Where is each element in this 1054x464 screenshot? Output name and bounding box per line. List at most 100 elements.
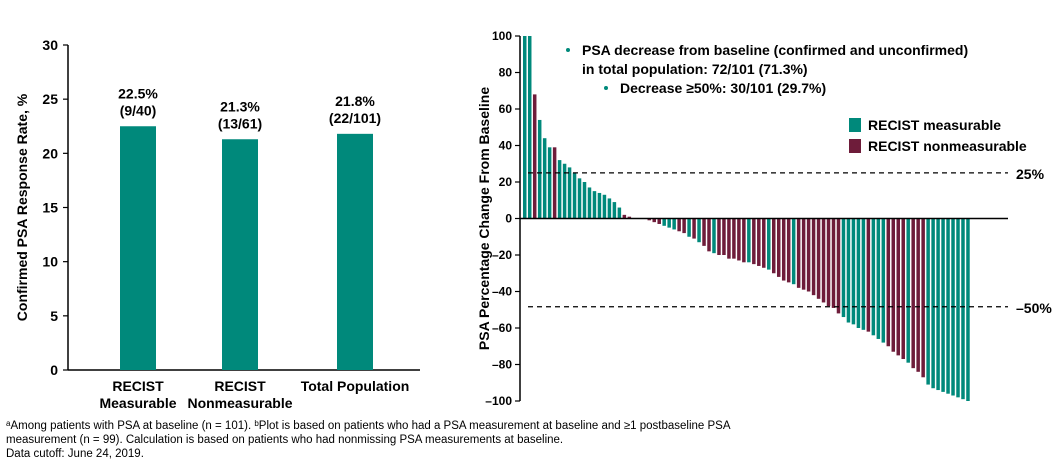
waterfall-bar: [627, 216, 632, 219]
right-y-tick-label: –40: [492, 285, 512, 299]
left-y-tick-label: 0: [50, 362, 58, 378]
waterfall-bar: [552, 147, 557, 219]
waterfall-bar: [732, 218, 736, 259]
waterfall-bar: [672, 218, 676, 230]
waterfall-bar: [796, 218, 801, 288]
category-label: Total Population: [301, 378, 410, 394]
waterfall-bar: [692, 218, 696, 239]
waterfall-bar: [966, 218, 970, 401]
waterfall-bar: [936, 218, 940, 391]
right-y-tick-label: –60: [492, 321, 512, 335]
waterfall-bar: [622, 214, 627, 219]
waterfall-bar: [931, 218, 935, 389]
waterfall-bar: [916, 218, 920, 372]
waterfall-bar: [946, 218, 950, 394]
category-label: RECIST: [112, 378, 164, 394]
bar-value-label: (22/101): [329, 110, 381, 126]
waterfall-bar: [781, 218, 786, 281]
waterfall-bar: [831, 218, 836, 308]
waterfall-bar: [851, 218, 856, 325]
waterfall-bar: [527, 36, 532, 219]
waterfall-bar: [523, 36, 527, 219]
response-rate-bar-chart: 0 5 10 15 20 25 30 Confirmed PSA Response Rate,…: [14, 37, 420, 411]
left-y-tick-label: 10: [42, 254, 58, 270]
right-y-axis-title: PSA Percentage Change From Baseline: [476, 87, 492, 350]
waterfall-bar: [617, 207, 622, 219]
response-rate-bar: [120, 126, 156, 370]
waterfall-bar: [592, 191, 597, 219]
right-y-tick-label: 100: [492, 29, 512, 43]
waterfall-bar: [816, 218, 821, 299]
category-label: Measurable: [99, 395, 176, 411]
waterfall-bar: [667, 218, 671, 228]
waterfall-bar: [767, 218, 771, 270]
waterfall-bar: [752, 218, 756, 265]
right-y-tick-label: 80: [499, 66, 513, 80]
category-label: Nonmeasurable: [187, 395, 292, 411]
waterfall-bar: [926, 218, 930, 385]
waterfall-bar: [826, 218, 831, 307]
bar-value-label: (13/61): [218, 115, 262, 131]
waterfall-bar: [697, 218, 701, 243]
legend-label: RECIST measurable: [868, 117, 1001, 133]
waterfall-bar: [841, 218, 846, 318]
waterfall-bar: [722, 218, 726, 255]
right-y-tick-label: –80: [492, 358, 512, 372]
waterfall-bar: [607, 198, 612, 219]
left-y-tick-label: 30: [42, 37, 58, 53]
waterfall-bar: [961, 218, 965, 400]
annotation-line-2: in total population: 72/101 (71.3%): [582, 61, 808, 77]
waterfall-bar: [806, 218, 811, 292]
waterfall-bar: [786, 218, 791, 283]
waterfall-bar: [876, 218, 881, 339]
bar-value-label: 21.8%: [335, 93, 375, 109]
waterfall-bar: [602, 194, 607, 219]
waterfall-bar: [657, 218, 661, 224]
waterfall-bar: [811, 218, 816, 296]
waterfall-bar: [846, 218, 851, 323]
left-y-tick-label: 20: [42, 145, 58, 161]
waterfall-bar: [557, 160, 562, 219]
waterfall-bar: [712, 218, 716, 254]
footnote-line-2: measurement (n = 99). Calculation is bas…: [6, 434, 564, 446]
waterfall-bar: [791, 218, 796, 285]
waterfall-bar: [836, 218, 841, 314]
right-y-tick-label: 40: [499, 139, 513, 153]
waterfall-bar: [687, 218, 691, 237]
waterfall-bar: [652, 218, 656, 223]
waterfall-bar: [707, 218, 711, 252]
waterfall-bar: [891, 218, 896, 352]
right-y-tick-label: 0: [505, 212, 512, 226]
waterfall-bar: [662, 218, 666, 226]
waterfall-bar: [567, 167, 572, 219]
footnote-b-text: Plot is based on patients who had a PSA …: [258, 420, 731, 432]
waterfall-bar: [717, 218, 721, 255]
right-y-tick-label: 60: [499, 102, 513, 116]
waterfall-bar: [647, 218, 651, 221]
footnote-a-text: Among patients with PSA at baseline (n =…: [10, 420, 255, 432]
annotation-line-1: PSA decrease from baseline (confirmed an…: [582, 42, 968, 58]
left-y-tick-label: 5: [50, 308, 58, 324]
legend-swatch: [849, 139, 861, 153]
waterfall-bar: [911, 218, 915, 369]
waterfall-bar: [747, 218, 751, 263]
footnote-line-1: aAmong patients with PSA at baseline (n …: [6, 420, 731, 433]
waterfall-bar: [762, 218, 766, 268]
response-rate-bar: [222, 139, 258, 370]
waterfall-bar: [682, 218, 686, 234]
legend-label: RECIST nonmeasurable: [868, 138, 1027, 154]
right-y-tick-label: 20: [499, 175, 513, 189]
waterfall-bar: [821, 218, 826, 303]
footnote-b-marker: b: [254, 419, 259, 428]
waterfall-bar: [941, 218, 945, 392]
left-y-tick-label: 15: [42, 200, 58, 216]
waterfall-bar: [562, 163, 567, 219]
waterfall-bar: [677, 218, 681, 232]
waterfall-bar: [896, 218, 900, 356]
reference-line-label: –50%: [1016, 300, 1052, 316]
waterfall-bar: [861, 218, 866, 330]
waterfall-bar: [856, 218, 861, 328]
bar-value-label: 22.5%: [118, 85, 158, 101]
waterfall-bar: [901, 218, 905, 360]
waterfall-bar: [742, 218, 746, 263]
